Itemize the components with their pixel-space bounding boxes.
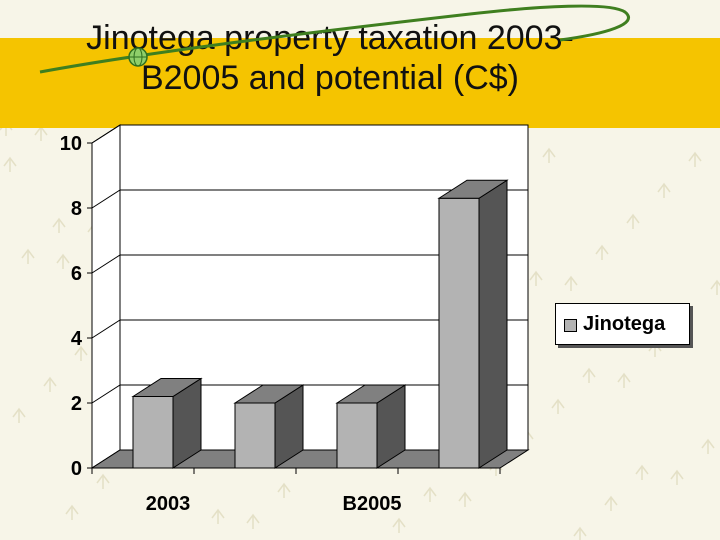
pattern-glyph	[12, 407, 26, 423]
bar-side	[478, 179, 508, 469]
bar	[233, 384, 305, 469]
bar-front	[132, 396, 174, 469]
pattern-glyph	[277, 482, 291, 498]
y-tick-label: 10	[60, 133, 82, 155]
pattern-glyph	[458, 491, 472, 507]
bar	[437, 179, 509, 469]
bar-front	[336, 402, 378, 469]
pattern-glyph	[423, 486, 437, 502]
pattern-glyph	[688, 151, 702, 167]
pattern-glyph	[74, 345, 88, 361]
x-tick-label: B2005	[343, 493, 402, 515]
pattern-glyph	[635, 464, 649, 480]
pattern-glyph	[21, 248, 35, 264]
pattern-glyph	[582, 367, 596, 383]
gridline	[91, 189, 528, 209]
legend-label: Jinotega	[583, 313, 666, 335]
legend: Jinotega	[555, 303, 690, 345]
gridline	[91, 124, 528, 144]
pattern-glyph	[3, 156, 17, 172]
pattern-glyph	[604, 495, 618, 511]
pattern-glyph	[65, 504, 79, 520]
pattern-glyph	[542, 147, 556, 163]
bar	[131, 377, 203, 469]
pattern-glyph	[96, 473, 110, 489]
gridline	[91, 319, 528, 339]
pattern-glyph	[595, 244, 609, 260]
legend-swatch	[564, 319, 577, 332]
bar-top	[131, 378, 203, 397]
pattern-glyph	[246, 513, 260, 529]
y-tick-label: 6	[71, 263, 82, 285]
pattern-glyph	[626, 213, 640, 229]
pattern-glyph	[529, 270, 543, 286]
pattern-glyph	[392, 517, 406, 533]
pattern-glyph	[56, 253, 70, 269]
bar	[335, 384, 407, 469]
y-tick-label: 4	[71, 328, 83, 350]
pattern-glyph	[52, 217, 66, 233]
left-wall	[91, 124, 121, 469]
bar-front	[438, 197, 480, 469]
pattern-glyph	[701, 438, 715, 454]
bar-top	[335, 384, 407, 404]
pattern-glyph	[670, 469, 684, 485]
x-tick-label: 2003	[146, 493, 191, 515]
y-tick-label: 0	[71, 458, 82, 480]
pattern-glyph	[657, 182, 671, 198]
bar-top	[233, 384, 305, 404]
pattern-glyph	[43, 376, 57, 392]
y-tick-label: 2	[71, 393, 82, 415]
pattern-glyph	[617, 372, 631, 388]
y-tick-label: 8	[71, 198, 82, 220]
pattern-glyph	[211, 508, 225, 524]
gridline	[91, 254, 528, 274]
pattern-glyph	[710, 279, 720, 295]
pattern-glyph	[551, 398, 565, 414]
bar-front	[234, 402, 276, 469]
bar-top	[437, 179, 509, 199]
pattern-glyph	[564, 275, 578, 291]
